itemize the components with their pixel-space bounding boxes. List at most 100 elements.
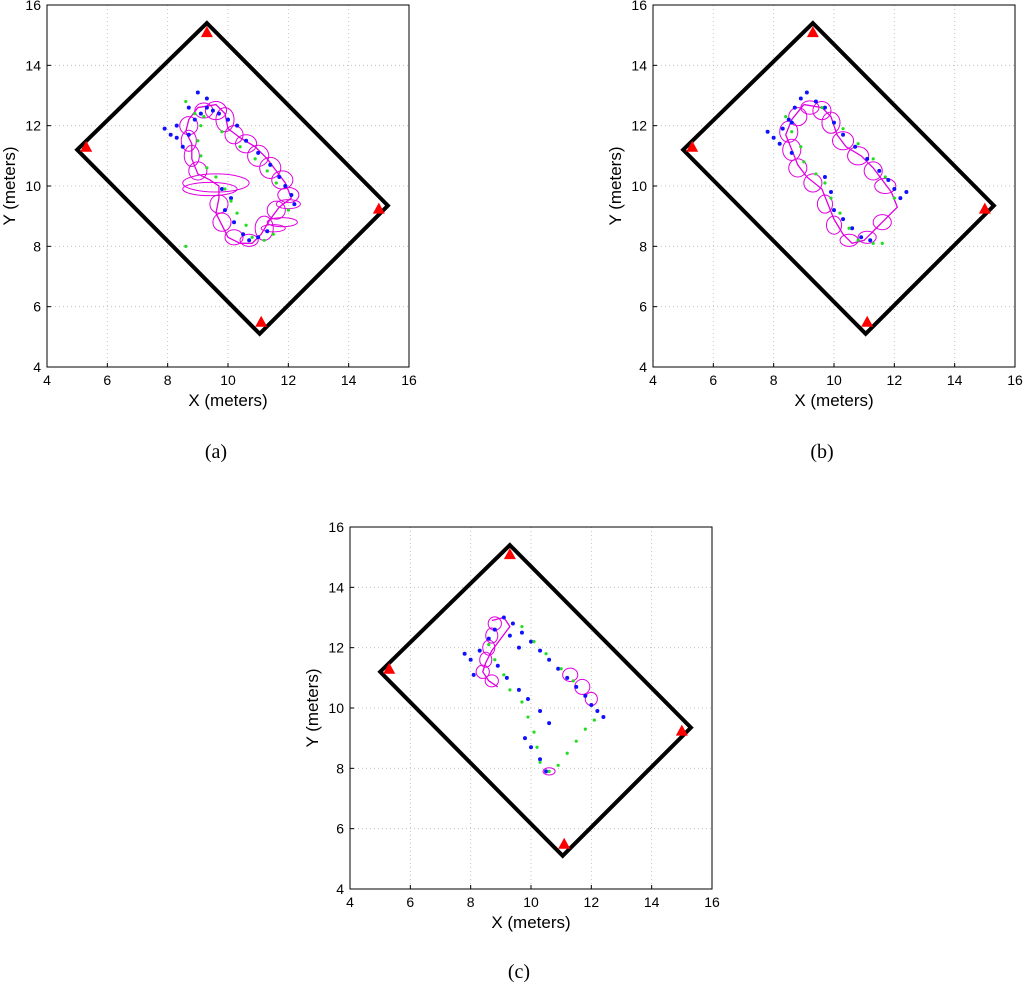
blue-point [828, 190, 833, 195]
covariance-ellipse [475, 664, 490, 679]
blue-point [219, 187, 224, 192]
green-point [847, 226, 851, 230]
blue-point [547, 657, 552, 662]
green-point [559, 667, 563, 671]
blue-point [556, 666, 561, 671]
x-tick-label: 4 [649, 372, 657, 388]
green-point [286, 208, 290, 212]
x-tick-label: 6 [709, 372, 717, 388]
blue-point [832, 120, 836, 125]
covariance-ellipse [235, 134, 258, 154]
blue-point [486, 636, 491, 641]
anchor-marker [978, 202, 991, 214]
blue-point [789, 150, 794, 155]
blue-point [525, 696, 530, 701]
y-tick-label: 14 [631, 57, 647, 73]
blue-point [771, 135, 776, 140]
blue-point [780, 126, 785, 131]
blue-point [804, 90, 809, 95]
green-point [193, 112, 197, 116]
blue-point [595, 709, 600, 714]
green-point [502, 673, 506, 677]
green-point [271, 232, 275, 236]
blue-point [195, 90, 200, 95]
blue-point [244, 138, 249, 143]
green-point [799, 145, 803, 149]
blue-point [516, 645, 521, 650]
blue-point [507, 633, 512, 638]
room-boundary [680, 20, 997, 337]
blue-point [477, 648, 482, 653]
blue-point [565, 675, 570, 680]
green-point [238, 145, 242, 149]
blue-point [226, 117, 230, 122]
green-point [556, 763, 560, 767]
blue-point [522, 736, 527, 741]
green-point [892, 196, 896, 200]
blue-point [492, 627, 497, 632]
blue-point [168, 132, 173, 137]
blue-point [180, 144, 185, 149]
green-point [538, 760, 542, 764]
green-point [250, 235, 254, 239]
covariance-ellipse [863, 161, 883, 181]
blue-point [247, 238, 252, 243]
covariance-ellipse [847, 146, 870, 166]
blue-point [210, 108, 215, 113]
y-tick-label: 10 [328, 700, 344, 716]
green-point [829, 196, 833, 200]
x-tick-label: 4 [43, 372, 51, 388]
x-axis-label: X (meters) [794, 391, 873, 410]
y-tick-label: 12 [631, 118, 647, 134]
covariance-ellipse [831, 131, 855, 151]
green-point [223, 187, 227, 191]
green-point [235, 211, 239, 215]
x-tick-label: 12 [887, 372, 903, 388]
green-point [487, 643, 491, 647]
blue-point [538, 648, 543, 653]
blue-point [519, 630, 524, 635]
covariance-ellipse [542, 767, 556, 776]
y-tick-label: 10 [25, 178, 41, 194]
covariance-ellipse [259, 156, 282, 179]
covariance-ellipse [562, 667, 579, 682]
panel-caption: (a) [205, 441, 227, 463]
covariance-ellipse [212, 212, 232, 232]
covariance-ellipse [779, 120, 799, 143]
blue-point [589, 702, 594, 707]
blue-point [798, 96, 803, 101]
y-tick-label: 10 [631, 178, 647, 194]
covariance-ellipse [872, 214, 892, 231]
blue-point [892, 187, 897, 192]
blue-point [583, 693, 588, 698]
x-tick-label: 12 [584, 894, 600, 910]
y-axis-label: Y (meters) [606, 146, 625, 225]
y-axis-label: Y (meters) [0, 146, 19, 225]
blue-point [468, 657, 473, 662]
blue-point [877, 168, 882, 173]
blue-point [853, 144, 858, 149]
green-point [883, 175, 887, 179]
green-point [856, 142, 860, 146]
x-tick-label: 6 [406, 894, 414, 910]
green-point [244, 223, 248, 227]
green-point [583, 727, 587, 731]
y-tick-label: 14 [328, 579, 344, 595]
covariance-ellipse [224, 229, 244, 246]
green-point [508, 688, 512, 692]
x-tick-label: 10 [220, 372, 236, 388]
anchor-marker [558, 837, 571, 849]
green-point [880, 241, 884, 245]
x-tick-label: 16 [401, 372, 417, 388]
blue-point [232, 220, 237, 225]
x-tick-label: 8 [164, 372, 172, 388]
green-point [520, 624, 524, 629]
panel-caption: (c) [508, 961, 530, 983]
blue-point [904, 190, 909, 195]
x-axis-label: X (meters) [188, 391, 267, 410]
blue-point [198, 111, 203, 116]
covariance-ellipse [788, 107, 808, 127]
blue-point [216, 111, 221, 116]
green-point [802, 160, 806, 164]
